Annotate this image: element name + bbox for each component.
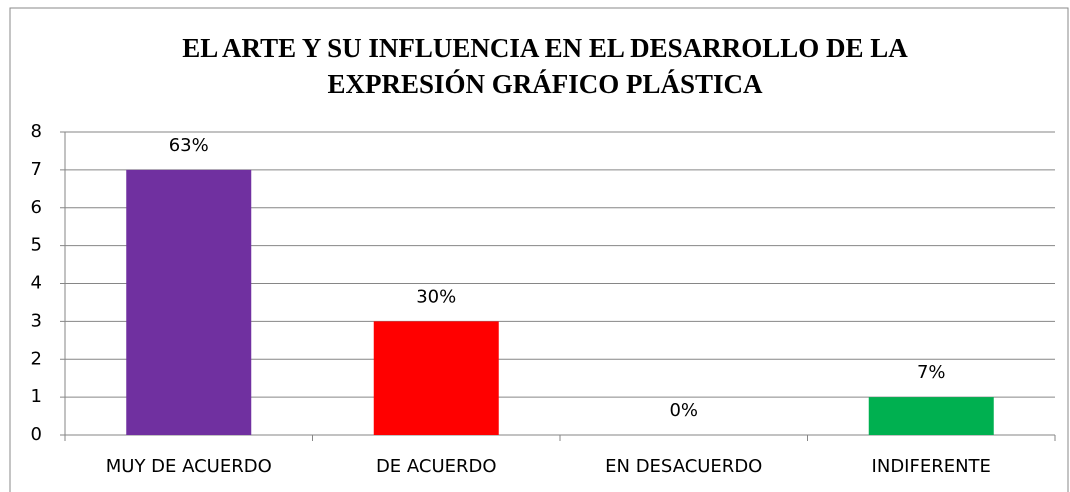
chart-border [9,7,1069,492]
bar [373,321,499,435]
chart-title: EXPRESIÓN GRÁFICO PLÁSTICA [327,69,763,99]
x-tick-label: INDIFERENTE [872,456,991,477]
y-tick-label: 1 [31,386,42,407]
data-label: 63% [169,135,209,156]
y-tick-label: 3 [31,310,42,331]
x-tick-label: MUY DE ACUERDO [106,456,272,477]
data-label: 0% [669,400,698,421]
x-tick-label: EN DESACUERDO [605,456,762,477]
y-tick-label: 4 [31,273,42,294]
y-tick-label: 7 [31,159,42,180]
bar [868,397,994,435]
y-tick-label: 8 [31,121,42,142]
x-tick-label: DE ACUERDO [376,456,497,477]
chart-title: EL ARTE Y SU INFLUENCIA EN EL DESARROLLO… [182,33,908,63]
y-tick-label: 0 [31,424,42,445]
data-label: 30% [416,286,456,307]
bar [126,169,252,435]
data-label: 7% [917,362,946,383]
y-tick-label: 6 [31,197,42,218]
y-tick-label: 5 [31,235,42,256]
y-tick-label: 2 [31,348,42,369]
